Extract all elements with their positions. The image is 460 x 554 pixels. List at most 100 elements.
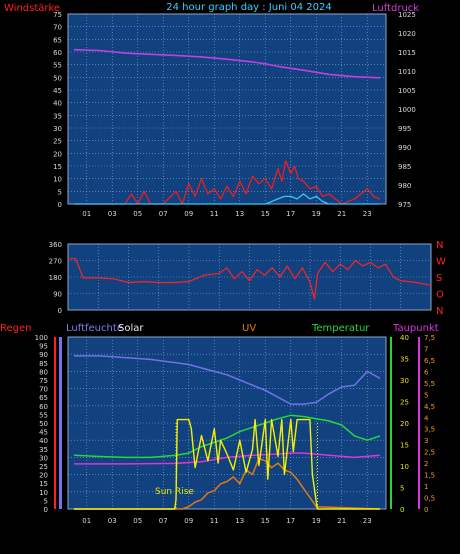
compass-label: O — [436, 290, 444, 301]
wind-tick-label: 20 — [53, 150, 62, 158]
humidity-tick-label: 30 — [39, 454, 48, 462]
hour-tick-label: 23 — [363, 210, 372, 218]
uv-tick-label: 4 — [424, 414, 429, 422]
wind-tick-label: 25 — [53, 138, 62, 146]
pressure-tick-label: 980 — [398, 182, 411, 190]
humidity-tick-label: 70 — [39, 386, 48, 394]
rain-axis-label: Regen — [0, 323, 32, 334]
humidity-tick-label: 60 — [39, 403, 48, 411]
direction-tick-label: 180 — [49, 274, 62, 282]
hour-tick-label: 11 — [210, 210, 219, 218]
direction-tick-label: 360 — [49, 241, 62, 249]
chart-title: 24 hour graph day : Juni 04 2024 — [166, 2, 332, 13]
uv-tick-label: 5,5 — [424, 380, 435, 388]
temperature-tick-label: 5 — [400, 485, 404, 493]
uv-tick-label: 1 — [424, 483, 428, 491]
solar-axis-label: Solar — [118, 323, 144, 334]
uv-tick-label: 1,5 — [424, 472, 435, 480]
wind-tick-label: 35 — [53, 112, 62, 120]
hour-tick-label: 17 — [286, 210, 295, 218]
humidity-tick-label: 55 — [39, 411, 48, 419]
temperature-tick-label: 30 — [400, 377, 409, 385]
uv-tick-label: 6,5 — [424, 357, 435, 365]
direction-tick-label: 0 — [58, 307, 62, 315]
humidity-tick-label: 25 — [39, 463, 48, 471]
humidity-tick-label: 5 — [44, 497, 48, 505]
wind-axis-label: Windstärke — [4, 3, 60, 14]
pressure-tick-label: 995 — [398, 125, 411, 133]
humidity-tick-label: 85 — [39, 360, 48, 368]
hour-tick-label: 05 — [133, 517, 142, 525]
wind-tick-label: 65 — [53, 36, 62, 44]
hour-tick-label: 05 — [133, 210, 142, 218]
pressure-tick-label: 990 — [398, 144, 411, 152]
hour-tick-label: 21 — [337, 517, 346, 525]
temperature-axis-bar — [390, 337, 392, 509]
temperature-line — [73, 414, 381, 459]
dewpoint-axis-bar — [418, 337, 420, 509]
wind-speed-line — [74, 160, 381, 205]
temperature-tick-label: 0 — [400, 506, 404, 514]
humidity-tick-label: 80 — [39, 368, 48, 376]
pressure-tick-label: 1015 — [398, 49, 416, 57]
compass-label: N — [436, 240, 443, 251]
humidity-tick-label: 100 — [35, 334, 48, 342]
hour-tick-label: 09 — [184, 517, 193, 525]
wind-tick-label: 70 — [53, 24, 62, 32]
direction-tick-label: 270 — [49, 258, 62, 266]
wind-tick-label: 55 — [53, 62, 62, 70]
dewpoint-axis-label: Taupunkt — [392, 323, 439, 334]
wind-pressure-plot — [67, 13, 387, 205]
temperature-tick-label: 35 — [400, 356, 409, 364]
temperature-tick-label: 40 — [400, 334, 409, 342]
pressure-tick-label: 985 — [398, 163, 411, 171]
hour-tick-label: 19 — [312, 210, 321, 218]
uv-tick-label: 3 — [424, 437, 428, 445]
humidity-tick-label: 45 — [39, 429, 48, 437]
pressure-tick-label: 1020 — [398, 30, 416, 38]
humidity-tick-label: 10 — [39, 489, 48, 497]
hour-tick-label: 15 — [261, 210, 270, 218]
hour-tick-label: 07 — [159, 517, 168, 525]
humidity-tick-label: 75 — [39, 377, 48, 385]
humidity-tick-label: 65 — [39, 394, 48, 402]
humidity-axis-label: Luftfeuchte — [66, 323, 123, 334]
hour-tick-label: 09 — [184, 210, 193, 218]
compass-label: W — [436, 257, 446, 268]
wind-tick-label: 0 — [58, 201, 62, 209]
pressure-axis-label: Luftdruck — [372, 3, 419, 14]
hour-tick-label: 03 — [108, 517, 117, 525]
hour-tick-label: 01 — [82, 517, 91, 525]
uv-tick-label: 6 — [424, 368, 429, 376]
humidity-tick-label: 90 — [39, 351, 48, 359]
pressure-tick-label: 975 — [398, 201, 411, 209]
pressure-tick-label: 1000 — [398, 106, 416, 114]
temperature-tick-label: 15 — [400, 442, 409, 450]
hour-tick-label: 15 — [261, 517, 270, 525]
pressure-tick-label: 1005 — [398, 87, 416, 95]
humidity-line — [74, 355, 381, 405]
pressure-tick-label: 1010 — [398, 68, 416, 76]
uv-tick-label: 2,5 — [424, 449, 435, 457]
humidity-tick-label: 35 — [39, 446, 48, 454]
direction-tick-label: 90 — [53, 291, 62, 299]
hour-tick-label: 01 — [82, 210, 91, 218]
hour-tick-label: 11 — [210, 517, 219, 525]
uv-tick-label: 7 — [424, 345, 428, 353]
temperature-tick-label: 10 — [400, 463, 409, 471]
hour-tick-label: 03 — [108, 210, 117, 218]
wind-tick-label: 60 — [53, 49, 62, 57]
sun-rise-annotation: Sun Rise — [155, 487, 194, 497]
wind-tick-label: 50 — [53, 74, 62, 82]
humidity-tick-label: 0 — [44, 506, 48, 514]
hour-tick-label: 13 — [235, 517, 244, 525]
uv-tick-label: 0,5 — [424, 495, 435, 503]
wind-tick-label: 30 — [53, 125, 62, 133]
uv-tick-label: 2 — [424, 460, 428, 468]
hour-tick-label: 23 — [363, 517, 372, 525]
hour-tick-label: 17 — [286, 517, 295, 525]
uv-tick-label: 0 — [424, 506, 428, 514]
hour-tick-label: 19 — [312, 517, 321, 525]
dewpoint-line — [74, 452, 381, 465]
